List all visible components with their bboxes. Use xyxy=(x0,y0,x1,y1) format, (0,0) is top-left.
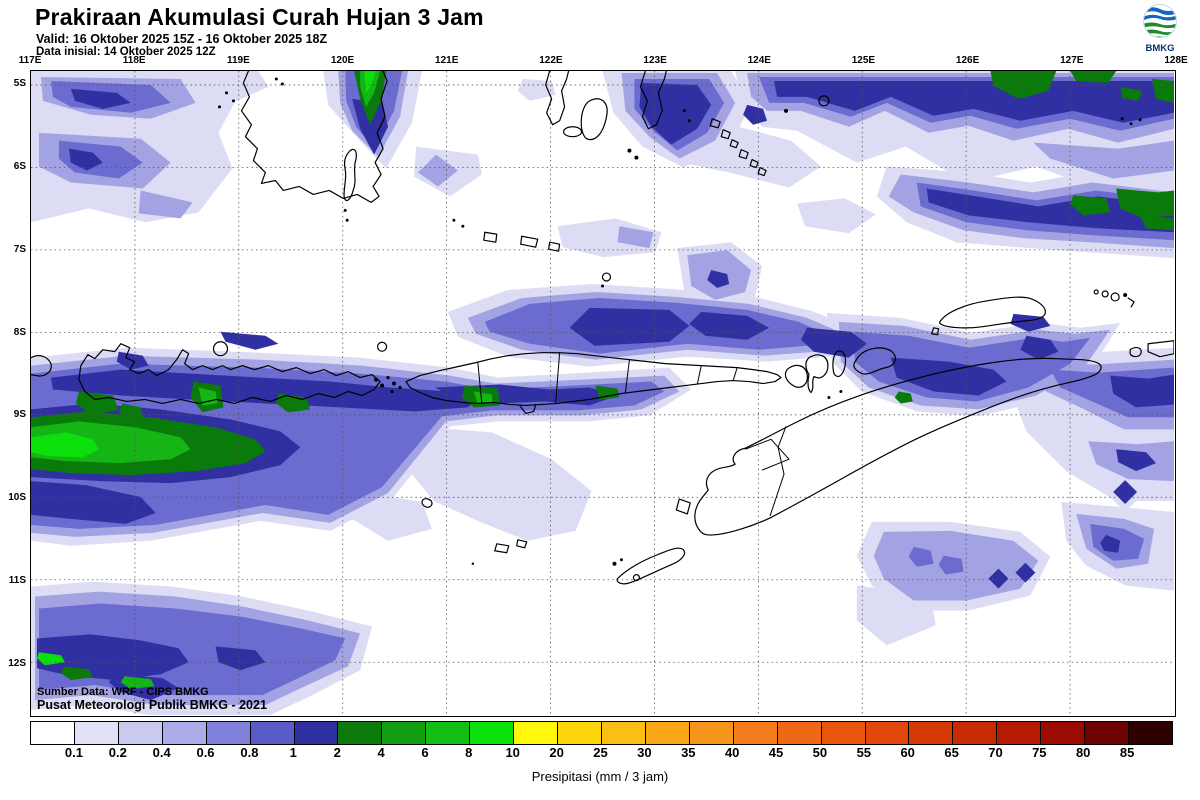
lon-tick-label: 118E xyxy=(122,55,146,66)
legend-tick-label: 0.4 xyxy=(152,745,171,760)
lon-tick-label: 127E xyxy=(1060,55,1084,66)
legend-cell xyxy=(909,722,954,744)
page-title: Prakiraan Akumulasi Curah Hujan 3 Jam xyxy=(35,4,484,30)
legend-tick-label: 40 xyxy=(724,745,740,760)
legend-cell xyxy=(162,722,207,744)
legend-cell xyxy=(601,722,646,744)
legend-cell xyxy=(558,722,602,744)
initial-time-label: Data inisial: 14 Oktober 2025 12Z xyxy=(36,46,216,58)
lat-tick-label: 11S xyxy=(8,575,26,587)
legend-tick-label: 6 xyxy=(421,745,429,760)
precipitation-layer xyxy=(31,71,1174,715)
legend-cell xyxy=(821,722,866,744)
legend-tick-label: 30 xyxy=(637,745,652,760)
legend-cell xyxy=(470,722,515,744)
legend-cell xyxy=(338,722,383,744)
lat-tick-label: 9S xyxy=(13,409,26,421)
legend-tick-label: 0.2 xyxy=(108,745,127,760)
lon-tick-label: 123E xyxy=(643,55,667,66)
legend-tick-label: 10 xyxy=(505,745,520,760)
legend-bar xyxy=(30,721,1173,745)
lon-tick-label: 121E xyxy=(435,55,459,66)
legend-tick-label: 0.6 xyxy=(196,745,215,760)
legend-tick-label: 8 xyxy=(465,745,473,760)
bmkg-logo: BMKG xyxy=(1138,2,1182,56)
legend-tick-label: 80 xyxy=(1075,745,1091,760)
legend-cell xyxy=(206,722,251,744)
legend-cell xyxy=(689,722,734,744)
legend-tick-label: 50 xyxy=(812,745,828,760)
legend-cell xyxy=(31,722,75,744)
publisher-line: Pusat Meteorologi Publik BMKG - 2021 xyxy=(37,698,267,712)
legend-tick-label: 0.8 xyxy=(240,745,259,760)
lat-tick-label: 6S xyxy=(13,160,26,172)
lat-tick-label: 10S xyxy=(8,492,26,504)
legend-tick-label: 65 xyxy=(944,745,959,760)
lon-tick-label: 126E xyxy=(955,55,980,66)
lat-tick-label: 7S xyxy=(13,243,26,255)
rainfall-map-canvas xyxy=(31,71,1174,715)
legend-tick-label: 1 xyxy=(289,745,297,760)
valid-time-label: Valid: 16 Oktober 2025 15Z - 16 Oktober … xyxy=(36,32,328,46)
legend-tick-label: 55 xyxy=(856,745,872,760)
legend-cell xyxy=(382,722,427,744)
bmkg-logo-icon: BMKG xyxy=(1143,4,1177,54)
legend-cell xyxy=(294,722,339,744)
legend-tick-label: 2 xyxy=(333,745,341,760)
lon-tick-label: 128E xyxy=(1164,55,1188,66)
legend-cell xyxy=(997,722,1042,744)
legend-tick-label: 35 xyxy=(681,745,696,760)
legend-cell xyxy=(74,722,119,744)
legend-cell xyxy=(865,722,910,744)
legend-tick-label: 70 xyxy=(988,745,1003,760)
legend-tick-label: 0.1 xyxy=(64,745,83,760)
legend-cell xyxy=(1041,722,1086,744)
lon-tick-label: 120E xyxy=(330,55,355,66)
forecast-map xyxy=(30,70,1176,717)
legend-tick-label: 25 xyxy=(593,745,608,760)
graticule-layer xyxy=(31,71,1174,715)
legend-tick-label: 45 xyxy=(768,745,784,760)
legend-tick-label: 75 xyxy=(1032,745,1047,760)
lat-tick-label: 5S xyxy=(13,78,26,89)
coastline-layer xyxy=(31,71,1174,585)
lat-tick-label: 8S xyxy=(13,326,26,338)
legend-cell xyxy=(514,722,559,744)
lon-tick-label: 119E xyxy=(226,55,250,66)
legend-cell xyxy=(733,722,778,744)
legend-cell xyxy=(777,722,822,744)
legend-cell xyxy=(1085,722,1130,744)
lon-tick-label: 125E xyxy=(851,55,876,66)
legend-caption: Presipitasi (mm / 3 jam) xyxy=(531,769,669,784)
lon-tick-label: 117E xyxy=(18,55,42,66)
legend-cell xyxy=(426,722,471,744)
legend-tick-label: 60 xyxy=(900,745,915,760)
legend-cell xyxy=(953,722,998,744)
legend-tick-label: 85 xyxy=(1119,745,1135,760)
legend-tick-label: 4 xyxy=(377,745,385,760)
legend-cell xyxy=(1129,722,1172,744)
data-source-line: Sumber Data: WRF - CIPS BMKG xyxy=(37,686,209,698)
legend-cell xyxy=(118,722,163,744)
legend-labels: 0.1 0.2 0.4 0.6 0.8 1 2 4 6 8 10 20 25 30 35 40 45 50 55 60… xyxy=(30,745,1171,761)
lon-tick-label: 122E xyxy=(539,55,563,66)
legend-tick-label: 20 xyxy=(549,745,564,760)
legend-cell xyxy=(250,722,295,744)
lat-tick-label: 12S xyxy=(8,658,26,669)
lon-tick-label: 124E xyxy=(747,55,771,66)
legend-cell xyxy=(645,722,690,744)
bmkg-logo-text: BMKG xyxy=(1145,43,1174,54)
